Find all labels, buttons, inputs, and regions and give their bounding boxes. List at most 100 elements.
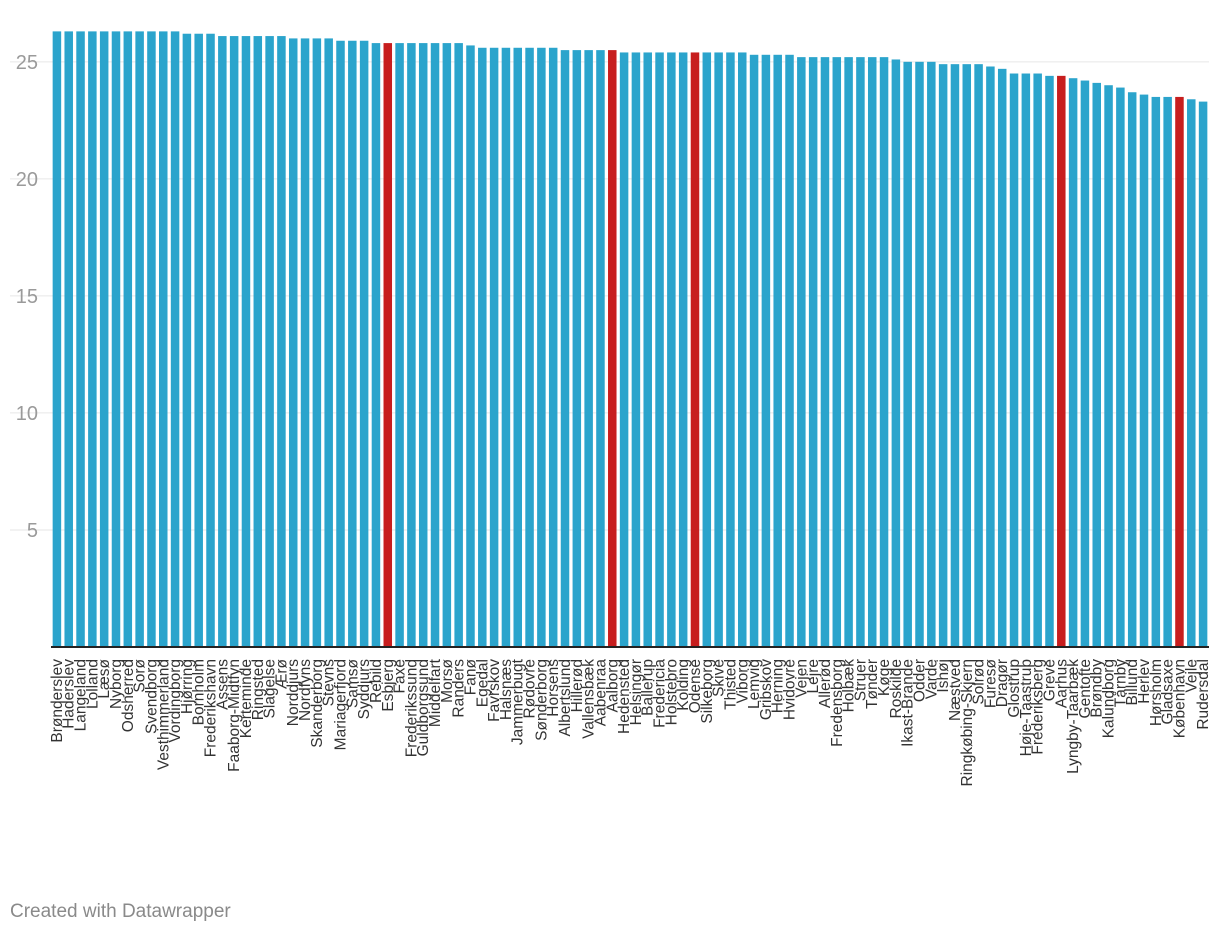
bar-rødovre[interactable] bbox=[525, 47, 534, 647]
bar-haderslev[interactable] bbox=[64, 31, 73, 647]
x-tick-label: Hillerød bbox=[569, 659, 586, 712]
bar-norddjurs[interactable] bbox=[288, 38, 298, 647]
bar-gladsaxe[interactable] bbox=[1163, 96, 1172, 648]
bar-frederikssund[interactable] bbox=[407, 43, 416, 648]
bar-solrød[interactable] bbox=[974, 64, 983, 647]
bar-odense[interactable] bbox=[690, 52, 700, 648]
bar-guldborgsund[interactable] bbox=[418, 43, 428, 648]
bar-dragør[interactable] bbox=[997, 68, 1007, 647]
bar-glostrup[interactable] bbox=[1009, 73, 1019, 648]
bar-ærø[interactable] bbox=[277, 36, 286, 648]
bar-halsnæs[interactable] bbox=[501, 47, 511, 647]
bar-stevns[interactable] bbox=[324, 38, 333, 647]
bar-lemvig[interactable] bbox=[749, 54, 759, 647]
bar-bornholm[interactable] bbox=[194, 33, 203, 647]
bar-aarhus[interactable] bbox=[1057, 75, 1066, 648]
bar-rudersdal[interactable] bbox=[1198, 101, 1208, 647]
bar-høje-taastrup[interactable] bbox=[1021, 73, 1031, 648]
bar-gentofte[interactable] bbox=[1080, 80, 1090, 647]
bar-fredericia[interactable] bbox=[655, 52, 664, 648]
bar-egedal[interactable] bbox=[478, 47, 487, 647]
bar-morsø[interactable] bbox=[442, 43, 452, 648]
bar-struer[interactable] bbox=[856, 57, 865, 647]
bar-horsens[interactable] bbox=[548, 47, 558, 647]
bar-ringkøbing-skjern[interactable] bbox=[962, 64, 972, 647]
bar-sønderborg[interactable] bbox=[537, 47, 546, 647]
bar-holbæk[interactable] bbox=[844, 57, 853, 647]
bar-favrskov[interactable] bbox=[489, 47, 499, 647]
bar-fredensborg[interactable] bbox=[832, 57, 842, 647]
bar-hørsholm[interactable] bbox=[1151, 96, 1161, 648]
bar-viborg[interactable] bbox=[738, 52, 747, 648]
bar-sorø[interactable] bbox=[135, 31, 144, 647]
bar-herning[interactable] bbox=[773, 54, 782, 647]
bar-hillerød[interactable] bbox=[572, 50, 582, 648]
bar-assens[interactable] bbox=[218, 36, 227, 648]
bar-tønder[interactable] bbox=[867, 57, 877, 647]
bar-ringsted[interactable] bbox=[253, 36, 263, 648]
bar-ballerup[interactable] bbox=[643, 52, 652, 648]
bar-brønderslev[interactable] bbox=[52, 31, 62, 647]
bar-randers[interactable] bbox=[454, 43, 463, 648]
bar-silkeborg[interactable] bbox=[702, 52, 712, 648]
bar-skanderborg[interactable] bbox=[312, 38, 322, 647]
bar-lyngby-taarbæk[interactable] bbox=[1068, 78, 1078, 647]
bar-læsø[interactable] bbox=[99, 31, 109, 647]
bar-hvidovre[interactable] bbox=[785, 54, 794, 647]
bar-faaborg-midtfyn[interactable] bbox=[229, 36, 239, 648]
bar-billund[interactable] bbox=[1127, 92, 1137, 647]
bar-albertslund[interactable] bbox=[560, 50, 570, 648]
bar-ikast-brande[interactable] bbox=[903, 61, 912, 647]
bar-hedensted[interactable] bbox=[619, 52, 629, 648]
bar-holstebro[interactable] bbox=[667, 52, 676, 648]
bar-esbjerg[interactable] bbox=[383, 43, 393, 648]
bar-kolding[interactable] bbox=[678, 52, 688, 648]
bar-odder[interactable] bbox=[915, 61, 924, 647]
bar-brøndby[interactable] bbox=[1092, 82, 1101, 648]
bar-hjørring[interactable] bbox=[182, 33, 192, 647]
bar-nordfyns[interactable] bbox=[300, 38, 310, 647]
bar-tårnby[interactable] bbox=[1116, 87, 1125, 647]
bar-nyborg[interactable] bbox=[111, 31, 121, 647]
bar-rebild[interactable] bbox=[371, 43, 381, 648]
bar-vesthimmerland[interactable] bbox=[159, 31, 168, 647]
bar-aabenraa[interactable] bbox=[596, 50, 605, 648]
bar-lejre[interactable] bbox=[808, 57, 818, 647]
bar-slagelse[interactable] bbox=[265, 36, 274, 648]
bar-københavn[interactable] bbox=[1175, 96, 1184, 648]
bar-faxe[interactable] bbox=[395, 43, 404, 648]
bar-allerød[interactable] bbox=[820, 57, 830, 647]
bar-vordingborg[interactable] bbox=[170, 31, 180, 647]
bar-vallensbæk[interactable] bbox=[584, 50, 593, 648]
bar-langeland[interactable] bbox=[76, 31, 85, 647]
bar-svendborg[interactable] bbox=[147, 31, 156, 647]
bar-frederikshavn[interactable] bbox=[206, 33, 215, 647]
bar-fanø[interactable] bbox=[466, 45, 475, 648]
bar-furesø[interactable] bbox=[986, 66, 995, 648]
x-tick-label: Ringsted bbox=[250, 659, 267, 720]
bar-samsø[interactable] bbox=[348, 40, 357, 647]
bar-greve[interactable] bbox=[1045, 75, 1054, 648]
bar-helsingør[interactable] bbox=[631, 52, 641, 648]
bar-skive[interactable] bbox=[714, 52, 723, 648]
bar-kalundborg[interactable] bbox=[1104, 85, 1113, 647]
bar-frederiksberg[interactable] bbox=[1033, 73, 1042, 648]
bar-næstved[interactable] bbox=[950, 64, 960, 647]
bar-aalborg[interactable] bbox=[608, 50, 617, 648]
bar-vejle[interactable] bbox=[1187, 99, 1196, 648]
bar-syddjurs[interactable] bbox=[359, 40, 369, 647]
bar-kerteminde[interactable] bbox=[241, 36, 251, 648]
bar-odsherred[interactable] bbox=[123, 31, 133, 647]
bar-ishøj[interactable] bbox=[938, 64, 948, 647]
bar-middelfart[interactable] bbox=[430, 43, 440, 648]
bar-gribskov[interactable] bbox=[761, 54, 771, 647]
bar-lolland[interactable] bbox=[88, 31, 97, 647]
bar-roskilde[interactable] bbox=[891, 59, 901, 648]
bar-køge[interactable] bbox=[879, 57, 889, 647]
bar-thisted[interactable] bbox=[726, 52, 735, 648]
bar-varde[interactable] bbox=[927, 61, 936, 647]
bar-jammerbugt[interactable] bbox=[513, 47, 522, 647]
bar-herlev[interactable] bbox=[1139, 94, 1149, 647]
bar-vejen[interactable] bbox=[797, 57, 806, 647]
bar-mariagerfjord[interactable] bbox=[336, 40, 345, 647]
